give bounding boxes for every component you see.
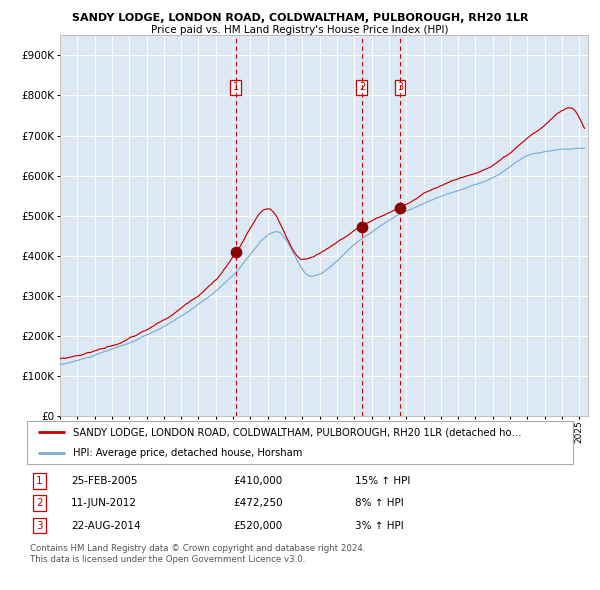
Text: SANDY LODGE, LONDON ROAD, COLDWALTHAM, PULBOROUGH, RH20 1LR: SANDY LODGE, LONDON ROAD, COLDWALTHAM, P… bbox=[72, 13, 528, 23]
Text: £520,000: £520,000 bbox=[234, 520, 283, 530]
Text: £472,250: £472,250 bbox=[234, 498, 283, 508]
Text: 2: 2 bbox=[36, 498, 43, 508]
Text: 3: 3 bbox=[36, 520, 43, 530]
Text: 8% ↑ HPI: 8% ↑ HPI bbox=[355, 498, 404, 508]
Text: £410,000: £410,000 bbox=[234, 476, 283, 486]
Point bbox=[395, 203, 405, 212]
Text: 15% ↑ HPI: 15% ↑ HPI bbox=[355, 476, 410, 486]
Text: 1: 1 bbox=[36, 476, 43, 486]
Text: Contains HM Land Registry data © Crown copyright and database right 2024.: Contains HM Land Registry data © Crown c… bbox=[29, 545, 365, 553]
Text: 25-FEB-2005: 25-FEB-2005 bbox=[71, 476, 137, 486]
Text: 3% ↑ HPI: 3% ↑ HPI bbox=[355, 520, 404, 530]
Text: 22-AUG-2014: 22-AUG-2014 bbox=[71, 520, 140, 530]
Text: This data is licensed under the Open Government Licence v3.0.: This data is licensed under the Open Gov… bbox=[29, 555, 305, 564]
Text: SANDY LODGE, LONDON ROAD, COLDWALTHAM, PULBOROUGH, RH20 1LR (detached ho…: SANDY LODGE, LONDON ROAD, COLDWALTHAM, P… bbox=[73, 427, 521, 437]
Point bbox=[357, 222, 367, 231]
Text: 2: 2 bbox=[359, 83, 365, 93]
Text: 11-JUN-2012: 11-JUN-2012 bbox=[71, 498, 137, 508]
Text: 3: 3 bbox=[397, 83, 403, 93]
Text: Price paid vs. HM Land Registry's House Price Index (HPI): Price paid vs. HM Land Registry's House … bbox=[151, 25, 449, 35]
Point bbox=[231, 247, 241, 257]
Text: 1: 1 bbox=[232, 83, 239, 93]
Text: HPI: Average price, detached house, Horsham: HPI: Average price, detached house, Hors… bbox=[73, 448, 302, 458]
FancyBboxPatch shape bbox=[27, 421, 573, 464]
